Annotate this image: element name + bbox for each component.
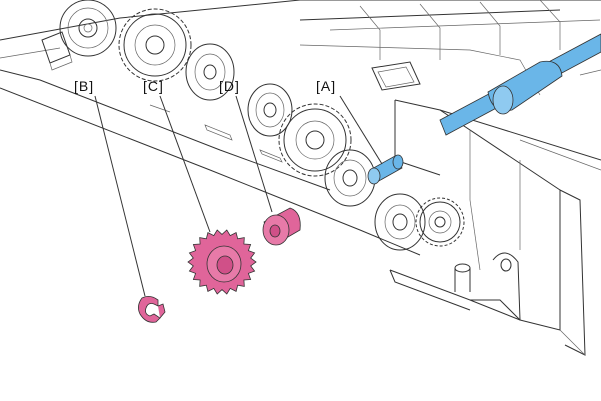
callout-b: [B] [74, 78, 94, 94]
leader-line-c [159, 95, 211, 233]
leader-line-b [94, 95, 146, 297]
callout-c: [C] [143, 78, 164, 94]
callout-a: [A] [316, 78, 336, 94]
gear-train [59, 0, 465, 251]
chassis-frame [0, 0, 601, 356]
leader-line-d [235, 95, 273, 213]
part-a-shaft-pin [367, 154, 404, 185]
roller-near-a [324, 149, 376, 207]
callout-d: [D] [219, 78, 240, 94]
roller-lower [374, 193, 426, 251]
part-d-bushing [262, 207, 301, 246]
roller-upper [185, 43, 235, 101]
gear-small-lower [415, 197, 465, 247]
leader-lines [94, 95, 383, 297]
gear-large-top [118, 8, 192, 82]
gear-top-left [59, 0, 117, 57]
part-c-gear [187, 229, 257, 295]
leader-line-a [339, 95, 383, 165]
part-b-e-ring [138, 296, 166, 323]
blue-shaft [439, 33, 601, 136]
gear-large-middle [278, 103, 352, 177]
roller-middle [247, 83, 293, 137]
gear-c-bore [216, 255, 234, 275]
